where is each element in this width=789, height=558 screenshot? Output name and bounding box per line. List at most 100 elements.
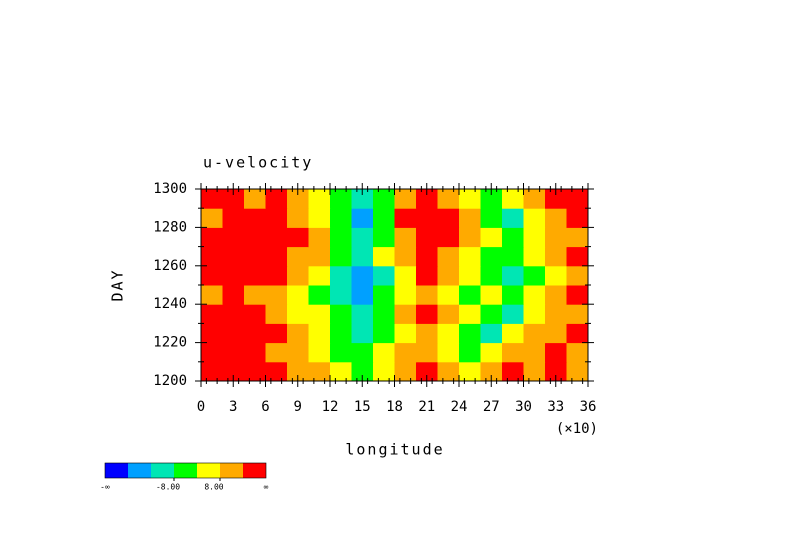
- heat-cell: [265, 208, 288, 228]
- heat-cell: [201, 285, 223, 305]
- heat-cell: [351, 342, 374, 363]
- heat-cell: [201, 208, 223, 228]
- heat-cell: [351, 304, 374, 324]
- x-tick-label: 9: [294, 399, 302, 415]
- heat-cell: [416, 361, 438, 382]
- heat-cell: [459, 361, 481, 382]
- heat-cell: [351, 361, 374, 382]
- heat-cell: [287, 304, 309, 324]
- heat-cell: [222, 246, 245, 267]
- heat-cell: [330, 304, 352, 324]
- heat-cell: [523, 323, 546, 344]
- heat-cell: [351, 265, 374, 286]
- heat-cell: [287, 208, 309, 228]
- heat-cell: [523, 227, 546, 248]
- heat-cell: [287, 323, 309, 344]
- heat-cell: [394, 285, 417, 305]
- heat-cell: [416, 189, 438, 209]
- heat-cell: [459, 285, 481, 305]
- colorbar-box: [128, 463, 151, 478]
- heat-cell: [480, 189, 503, 209]
- heat-cell: [201, 227, 223, 248]
- heat-cell: [437, 227, 460, 248]
- heat-cell: [244, 227, 266, 248]
- heat-cell: [566, 227, 589, 248]
- heat-cell: [502, 342, 524, 363]
- x-tick-label: 30: [515, 399, 532, 415]
- heat-cell: [201, 361, 223, 382]
- colorbar-box: [220, 463, 243, 478]
- x-tick-label: 36: [580, 399, 597, 415]
- y-tick-label: 1280: [153, 219, 187, 235]
- heat-cell: [308, 208, 331, 228]
- colorbar-frame: [104, 462, 267, 479]
- heat-cell: [416, 227, 438, 248]
- heat-cell: [416, 304, 438, 324]
- heat-cell: [308, 342, 331, 363]
- heat-cell: [437, 246, 460, 267]
- heat-cell: [287, 342, 309, 363]
- heat-cell: [502, 304, 524, 324]
- heat-cell: [394, 323, 417, 344]
- heat-cell: [308, 323, 331, 344]
- heat-cell: [502, 246, 524, 267]
- heat-cell: [566, 323, 589, 344]
- chart-title: u-velocity: [203, 154, 313, 172]
- heat-cell: [437, 342, 460, 363]
- heat-cell: [265, 189, 288, 209]
- heat-cell: [201, 265, 223, 286]
- heat-cell: [502, 285, 524, 305]
- heat-cell: [394, 246, 417, 267]
- heat-cell: [265, 246, 288, 267]
- heat-cell: [287, 227, 309, 248]
- heat-cell: [373, 189, 395, 209]
- heat-cell: [437, 208, 460, 228]
- x-tick-label: 24: [451, 399, 468, 415]
- heat-cell: [394, 342, 417, 363]
- heat-cell: [566, 361, 589, 382]
- colorbar-box: [105, 463, 128, 478]
- heat-cell: [222, 285, 245, 305]
- heat-cell: [545, 323, 567, 344]
- y-tick-label: 1300: [153, 181, 187, 197]
- heat-cell: [502, 265, 524, 286]
- heat-cell: [459, 265, 481, 286]
- heat-cell: [373, 265, 395, 286]
- heat-cell: [330, 246, 352, 267]
- heat-cell: [373, 304, 395, 324]
- heat-cell: [459, 227, 481, 248]
- heat-cell: [416, 285, 438, 305]
- heat-cell: [523, 285, 546, 305]
- heat-cell: [480, 342, 503, 363]
- colorbar-box: [174, 463, 197, 478]
- heat-cell: [265, 323, 288, 344]
- heat-cell: [373, 323, 395, 344]
- heat-cell: [502, 361, 524, 382]
- heat-cell: [416, 265, 438, 286]
- heat-cell: [545, 265, 567, 286]
- heat-cell: [330, 285, 352, 305]
- heat-cell: [222, 361, 245, 382]
- heat-cell: [437, 304, 460, 324]
- x-tick-label: 6: [261, 399, 269, 415]
- heat-cell: [480, 246, 503, 267]
- heat-cell: [222, 189, 245, 209]
- heat-cell: [566, 189, 589, 209]
- heat-cell: [502, 323, 524, 344]
- heat-cell: [566, 265, 589, 286]
- colorbar-box: [197, 463, 220, 478]
- heat-cell: [287, 265, 309, 286]
- x-tick-label: 3: [229, 399, 237, 415]
- heat-cell: [545, 189, 567, 209]
- heat-cell: [287, 285, 309, 305]
- heat-cell: [244, 304, 266, 324]
- heat-cell: [244, 189, 266, 209]
- heat-cell: [287, 361, 309, 382]
- heat-cell: [545, 285, 567, 305]
- heat-cell: [416, 323, 438, 344]
- heat-cell: [308, 227, 331, 248]
- x-tick-label: 33: [547, 399, 564, 415]
- colorbar-label: 8.00: [204, 483, 223, 492]
- heat-cell: [351, 189, 374, 209]
- colorbar-low: -∞: [100, 483, 110, 492]
